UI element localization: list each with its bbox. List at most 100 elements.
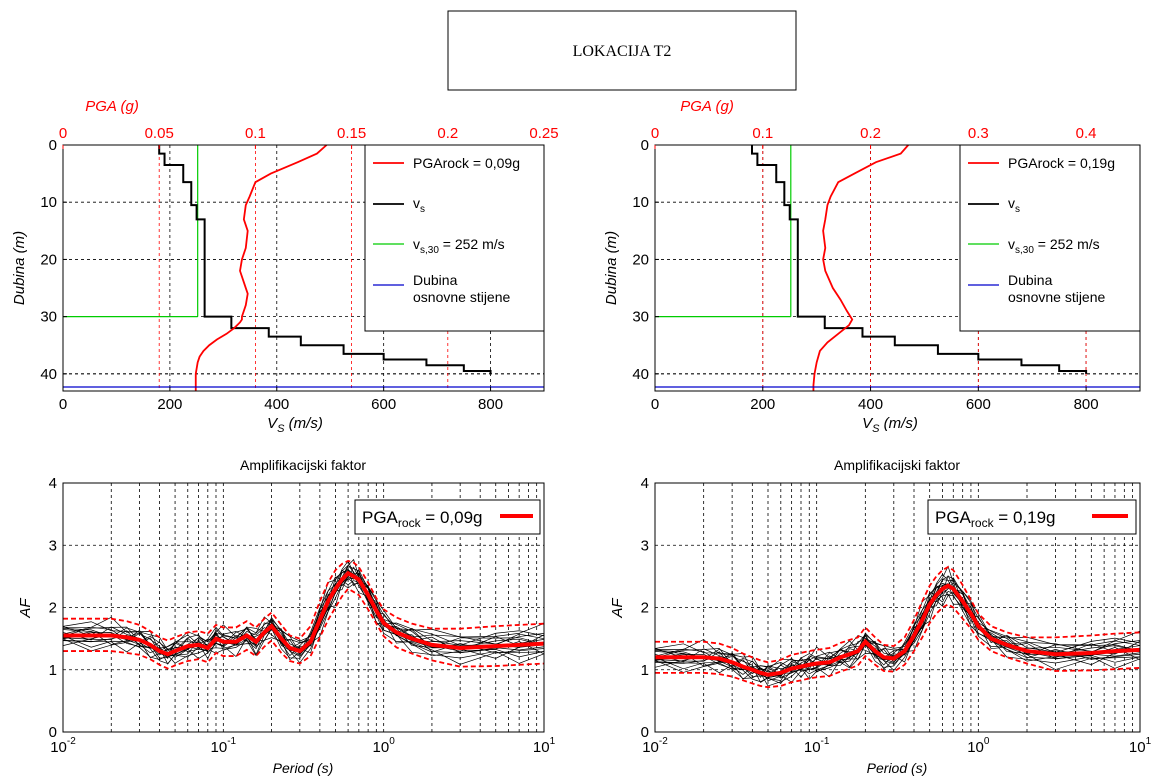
af-right-frame [654, 482, 1141, 733]
top-tick-label: 0.2 [437, 125, 458, 142]
y-tick-label: 20 [40, 251, 57, 268]
profile-right-top-ticks: 0 0.1 0.2 0.3 0.4 [651, 125, 1097, 149]
af-left-legend: PGArock = 0,09g [354, 499, 541, 535]
profile-right-panel: 0 200 400 600 800 0 10 20 30 40 0 0.1 0.2 0.3 0.4 PG… [603, 98, 1141, 435]
af-mean-line [655, 583, 1141, 677]
top-axis-label: PGA (g) [85, 98, 139, 115]
x-tick-label: 600 [371, 396, 396, 413]
legend-label-pga: PGArock = 0,19g [1008, 155, 1115, 171]
y-axis-label: AF [17, 598, 34, 619]
x-tick-label: 101 [1129, 736, 1152, 756]
x-tick-label: 400 [858, 396, 883, 413]
top-tick-label: 0 [59, 125, 67, 142]
top-tick-label: 0.15 [337, 125, 366, 142]
y-tick-label: 4 [49, 475, 57, 492]
y-tick-label: 1 [641, 662, 649, 679]
legend-label-vs: vs [1008, 195, 1020, 215]
x-tick-label: 10-1 [211, 736, 237, 756]
y-tick-label: 10 [632, 194, 649, 211]
top-tick-label: 0.2 [860, 125, 881, 142]
x-tick-label: 800 [478, 396, 503, 413]
top-tick-label: 0.05 [145, 125, 174, 142]
af-mean-line [63, 570, 545, 657]
x-tick-label: 10-1 [804, 736, 830, 756]
y-axis-label: AF [609, 598, 626, 619]
legend-label: PGArock = 0,19g [935, 508, 1056, 530]
profile-right-bottom-ticks: 0 200 400 600 800 [651, 387, 1099, 413]
legend-label-bedrock: Dubina [1008, 272, 1053, 288]
af-realization-curve [654, 593, 1141, 683]
af-realization-curve [62, 564, 545, 660]
profile-left-top-ticks: 0 0.05 0.1 0.15 0.2 0.25 [59, 125, 559, 149]
af-realization-curve [62, 577, 545, 657]
af-left-y-ticks: 0 1 2 3 4 [49, 475, 57, 741]
top-tick-label: 0.1 [752, 125, 773, 142]
af-right-x-ticks: 10-2 10-1 100 101 [642, 736, 1151, 756]
legend-box [364, 144, 545, 332]
profile-right-left-ticks: 0 10 20 30 40 [632, 137, 659, 383]
y-tick-label: 1 [49, 662, 57, 679]
af-right-y-ticks: 0 1 2 3 4 [641, 475, 649, 741]
y-tick-label: 30 [632, 309, 649, 326]
af-left-panel: Amplifikacijski faktor 10-2 10-1 100 101 01… [17, 457, 556, 776]
x-tick-label: 800 [1074, 396, 1099, 413]
pga-profile-line [194, 144, 328, 391]
af-right-realization-curves [654, 565, 1141, 687]
af-right-panel: Amplifikacijski faktor 10-2 10-1 100 101 01… [609, 457, 1152, 776]
x-tick-label: 10-2 [642, 736, 668, 756]
x-tick-label: 10-2 [50, 736, 76, 756]
y-tick-label: 2 [49, 600, 57, 617]
y-tick-label: 10 [40, 194, 57, 211]
af-left-grid [63, 483, 544, 732]
profile-left-legend: PGArock = 0,09g vs vs,30 = 252 m/s Dubin… [364, 144, 545, 332]
af-right-legend: PGArock = 0,19g [927, 499, 1137, 535]
x-tick-label: 400 [264, 396, 289, 413]
y-tick-label: 20 [632, 251, 649, 268]
y-tick-label: 0 [49, 137, 57, 154]
x-tick-label: 600 [966, 396, 991, 413]
af-upper-band-line [655, 565, 1141, 664]
x-tick-label: 200 [750, 396, 775, 413]
y-tick-label: 0 [641, 137, 649, 154]
x-tick-label: 200 [157, 396, 182, 413]
y-axis-label: Dubina (m) [11, 231, 28, 305]
legend-label-vs30: vs,30 = 252 m/s [1008, 236, 1100, 256]
x-tick-label: 0 [651, 396, 659, 413]
y-tick-label: 2 [641, 600, 649, 617]
legend-label-bedrock-2: osnovne stijene [1008, 289, 1106, 305]
y-tick-label: 0 [49, 724, 57, 741]
pga-profile-line [812, 144, 909, 391]
af-realization-curve [654, 594, 1141, 687]
top-tick-label: 0 [651, 125, 659, 142]
vs-profile-line [158, 145, 492, 374]
y-tick-label: 0 [641, 724, 649, 741]
x-axis-label: Period (s) [867, 760, 928, 776]
af-realization-curve [654, 583, 1141, 679]
legend-label-vs30: vs,30 = 252 m/s [413, 236, 505, 256]
chart-title: Amplifikacijski faktor [834, 457, 960, 473]
y-tick-label: 3 [49, 537, 57, 554]
legend-label: PGArock = 0,09g [362, 508, 483, 530]
af-realization-curve [654, 565, 1141, 671]
y-tick-label: 30 [40, 309, 57, 326]
profile-right-legend: PGArock = 0,19g vs vs,30 = 252 m/s Dubin… [959, 144, 1141, 332]
profile-left-left-ticks: 0 10 20 30 40 [40, 137, 67, 383]
x-tick-label: 0 [59, 396, 67, 413]
af-realization-curve [62, 574, 545, 665]
profile-left-bottom-ticks: 0 200 400 600 800 [59, 387, 503, 413]
top-axis-label: PGA (g) [680, 98, 734, 115]
x-tick-label: 101 [533, 736, 556, 756]
top-tick-label: 0.25 [529, 125, 558, 142]
af-left-x-ticks: 10-2 10-1 100 101 [50, 736, 555, 756]
af-realization-curve [654, 587, 1141, 681]
af-left-frame [62, 482, 545, 733]
af-realization-curve [62, 582, 545, 664]
y-tick-label: 4 [641, 475, 649, 492]
af-lower-band-line [63, 587, 545, 670]
x-axis-label: VS (m/s) [267, 415, 323, 435]
x-axis-label: Period (s) [273, 760, 334, 776]
y-tick-label: 40 [40, 366, 57, 383]
title-box [447, 10, 797, 91]
